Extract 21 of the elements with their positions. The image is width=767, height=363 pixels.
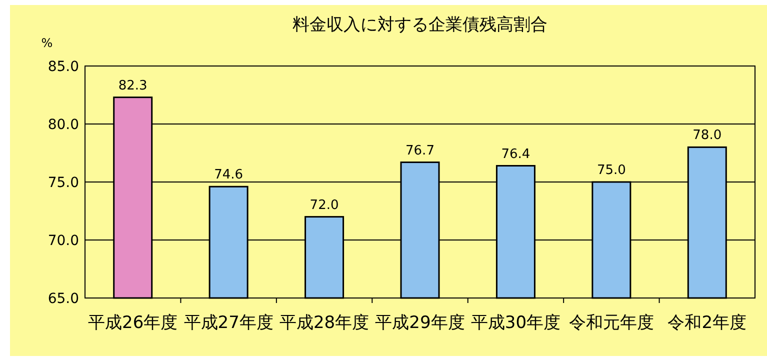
x-tick-label: 令和元年度	[568, 313, 654, 333]
x-tick-label: 平成29年度	[375, 313, 465, 333]
x-tick-label: 平成27年度	[184, 313, 274, 333]
data-label: 82.3	[118, 78, 148, 94]
x-tick-label: 平成26年度	[88, 313, 178, 333]
chart-title: 料金収入に対する企業債残高割合	[292, 15, 548, 35]
x-tick-label: 平成30年度	[470, 313, 561, 333]
x-tick-label: 令和2年度	[668, 313, 747, 333]
data-label: 76.7	[406, 143, 434, 158]
y-tick-label: 80.0	[48, 117, 79, 133]
y-tick-label: 75.0	[48, 175, 79, 191]
x-tick-label: 平成28年度	[279, 313, 370, 333]
y-tick-label: 85.0	[48, 59, 79, 75]
y-tick-label: 65.0	[48, 291, 79, 307]
y-tick-label: 70.0	[48, 233, 79, 249]
data-label: 78.0	[692, 128, 722, 144]
data-label: 72.0	[310, 198, 339, 213]
data-label: 75.0	[596, 163, 626, 178]
y-axis-title: %	[41, 36, 53, 50]
data-label: 74.6	[214, 168, 244, 183]
data-label: 76.4	[501, 146, 530, 162]
